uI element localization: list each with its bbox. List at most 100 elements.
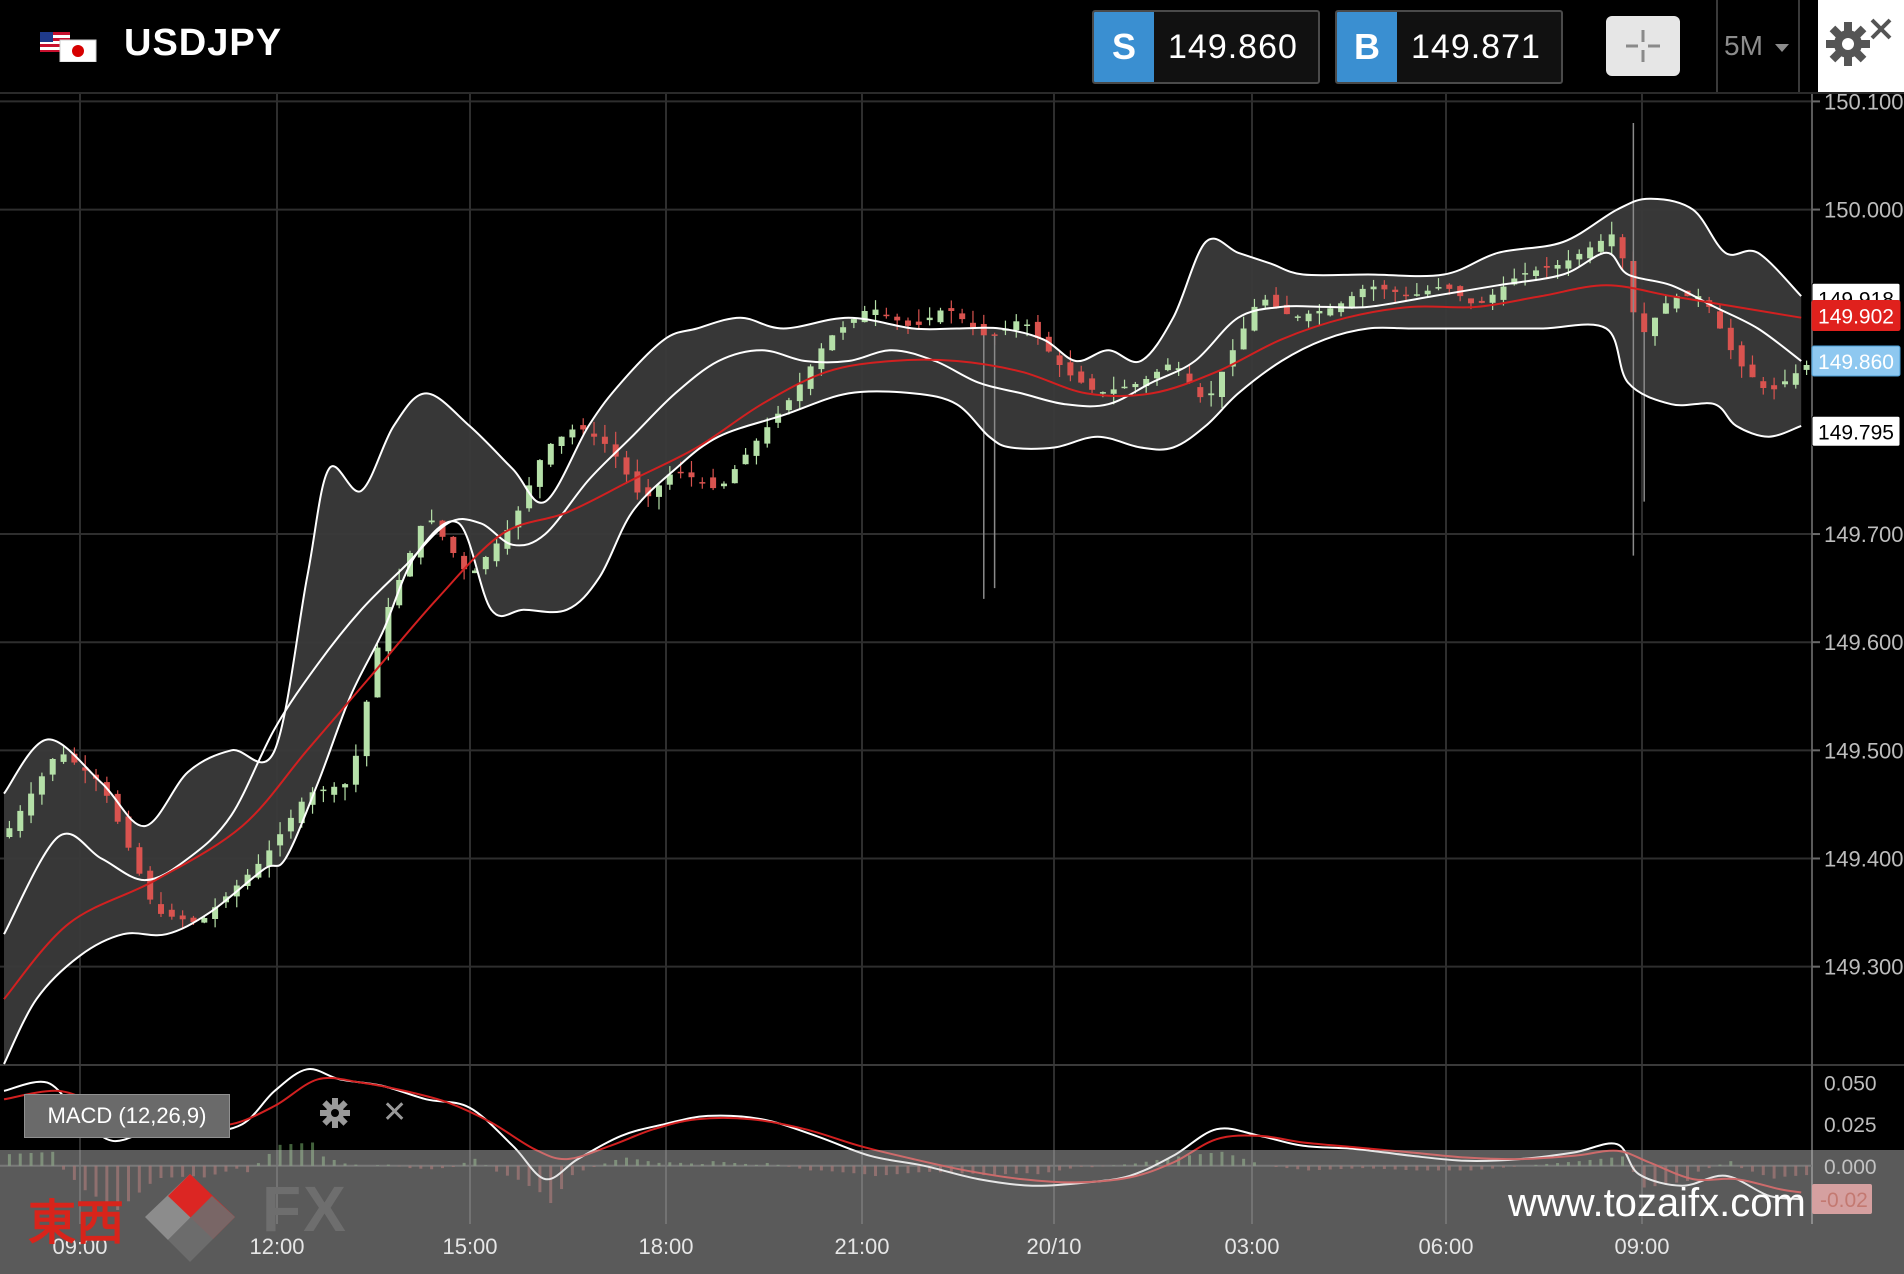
candle-body (580, 425, 587, 430)
candle-body (60, 754, 67, 762)
candle-body (1662, 303, 1669, 314)
candle-body (287, 817, 294, 832)
candle-body (666, 474, 673, 485)
candle-body (558, 436, 565, 446)
sell-label: S (1094, 12, 1154, 82)
candle-body (396, 580, 403, 606)
candle-body (785, 400, 792, 411)
candle-body (1478, 300, 1485, 303)
candle-body (1305, 313, 1312, 322)
candle-body (1078, 371, 1085, 383)
candle-body (872, 309, 879, 315)
gear-icon[interactable] (318, 1096, 352, 1130)
macd-value-label: -0.02 (1820, 1189, 1868, 1212)
price-tag (1811, 345, 1901, 377)
watermark-url: www.tozaifx.com (1508, 1181, 1806, 1225)
close-icon[interactable]: ✕ (382, 1096, 408, 1129)
candle-body (114, 793, 121, 822)
candle-body (1370, 286, 1377, 290)
candle-body (753, 440, 760, 456)
candle-body (6, 828, 13, 837)
candle-body (168, 909, 175, 917)
symbol-title[interactable]: USDJPY (124, 22, 283, 64)
price-tag (1811, 300, 1901, 332)
indicator-lines (3, 197, 1802, 1065)
macd-value-tag (1812, 1184, 1872, 1215)
time-axis: 09:00 12:00 15:00 18:00 21:00 20/10 03:00 06:00… (52, 1234, 1669, 1259)
candle-body (1316, 311, 1323, 314)
price-chart[interactable]: 150.100 150.000 149.700 149.600 149.500 149.4… (0, 94, 1904, 1274)
price-tag (1811, 415, 1901, 447)
candle-body (894, 316, 901, 321)
candle-body (1381, 284, 1388, 290)
candle-body (1727, 327, 1734, 351)
sell-quote-button[interactable]: S 149.860 (1092, 10, 1320, 84)
candle-body (190, 917, 197, 923)
watermark-brand-cjk: 東西 (28, 1195, 125, 1251)
candle-body (461, 555, 468, 570)
candle-body (905, 320, 911, 326)
buy-price: 149.871 (1411, 27, 1541, 66)
candle-body (1511, 278, 1518, 285)
candle-body (1164, 364, 1171, 371)
candle-body (1673, 296, 1680, 309)
candle-body (796, 384, 803, 402)
header-bar: USDJPY S 149.860 B 149.871 5M (0, 0, 1904, 94)
candle-body (1403, 294, 1409, 297)
candle-body (1045, 336, 1052, 352)
macd-tick-label: 0.050 (1824, 1073, 1877, 1096)
price-tick-label: 150.100 (1824, 94, 1904, 114)
candle-body (1717, 311, 1723, 329)
candle-body (504, 530, 511, 549)
candle-body (634, 471, 641, 493)
candle-body (136, 847, 143, 874)
candle-body (677, 471, 684, 474)
bollinger-band-fill (4, 198, 1802, 1064)
price-tick-label: 149.700 (1824, 522, 1904, 547)
candle-body (1500, 286, 1507, 300)
candle-body (1197, 387, 1204, 398)
candle-body (212, 907, 219, 919)
candle-body (1554, 265, 1561, 269)
timeframe-selector[interactable]: 5M (1724, 30, 1791, 62)
macd-indicator-label[interactable]: MACD (12,26,9) (24, 1094, 230, 1138)
candle-body (266, 850, 273, 867)
candle-body (721, 483, 727, 487)
divider (1798, 0, 1800, 92)
candle-body (1749, 364, 1756, 378)
crosshair-button[interactable] (1606, 16, 1680, 76)
price-tick-label: 149.300 (1824, 955, 1904, 980)
candle-body (472, 570, 478, 574)
candle-body (850, 319, 857, 323)
candle-body (710, 477, 717, 489)
candle-body (656, 485, 662, 497)
candle-body (385, 607, 392, 652)
moving-average-line (3, 284, 1802, 1000)
candle-body (926, 317, 933, 321)
buy-quote-button[interactable]: B 149.871 (1335, 10, 1563, 84)
candle-body (1219, 371, 1225, 397)
candle-body (991, 334, 998, 336)
candle-body (883, 314, 890, 317)
candle-body (1327, 308, 1334, 316)
bollinger-bands (4, 198, 1802, 1064)
candle-body (915, 321, 922, 325)
settings-button[interactable] (1818, 0, 1904, 92)
candle-body (17, 810, 24, 831)
candle-body (482, 557, 489, 570)
candle-body (601, 436, 608, 444)
candle-body (1424, 290, 1431, 295)
price-axis: 150.100 150.000 149.700 149.600 149.500 149.4… (1811, 94, 1904, 980)
buy-label: B (1337, 12, 1397, 82)
candle-body (1283, 304, 1290, 315)
candle-body (1738, 345, 1745, 367)
candle-body (49, 759, 56, 775)
candle-body (363, 701, 370, 757)
candle-body (818, 348, 825, 370)
price-tick-label: 150.000 (1824, 198, 1904, 223)
candle-body (38, 776, 45, 795)
candle-body (450, 536, 457, 553)
macd-panel: 0.050 0.025 0.000 -0.02 (0, 1068, 1877, 1215)
candle-body (28, 793, 35, 816)
candle-body (417, 525, 424, 558)
